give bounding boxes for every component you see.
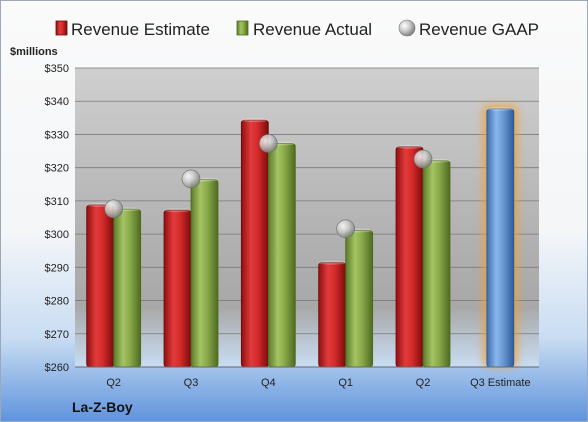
q3-estimate-bar	[486, 108, 515, 368]
revenue-estimate-bar-highlight	[396, 144, 423, 149]
revenue-actual-bar	[422, 160, 451, 368]
revenue-gaap-marker	[104, 199, 123, 219]
x-tick-label-q1: Q1	[338, 377, 353, 389]
q3-estimate-group	[486, 106, 515, 368]
y-axis-unit-label: $millions	[10, 46, 58, 58]
x-tick-label-q4: Q4	[261, 377, 276, 389]
revenue-actual-group	[267, 141, 296, 368]
revenue-gaap-marker	[413, 149, 433, 169]
revenue-gaap-marker	[181, 169, 201, 189]
revenue-estimate-bar-highlight	[164, 208, 191, 213]
revenue-estimate-group	[163, 208, 192, 368]
revenue-actual-group	[345, 228, 374, 368]
revenue-estimate-bar-highlight	[241, 118, 269, 123]
revenue-estimate-bar	[318, 262, 347, 368]
legend: Revenue Estimate Revenue Actual Revenue …	[55, 19, 539, 39]
y-tick-label: $270	[45, 329, 69, 341]
legend-item-revenue-estimate: Revenue Estimate	[55, 20, 210, 39]
revenue-estimate-group	[240, 118, 269, 368]
plot-area	[75, 68, 539, 367]
revenue-estimate-group	[318, 260, 347, 368]
revenue-estimate-bar	[395, 146, 424, 368]
revenue-gaap-marker	[259, 134, 278, 153]
revenue-estimate-bar-highlight	[318, 260, 346, 265]
revenue-actual-bar	[113, 208, 142, 368]
x-tick-label-q3-estimate: Q3 Estimate	[470, 377, 531, 389]
legend-swatch-revenue-gaap	[398, 19, 416, 37]
y-tick-label: $320	[45, 163, 69, 175]
x-tick-label-q2: Q2	[106, 377, 121, 389]
y-tick-label: $280	[45, 296, 69, 308]
legend-swatch-revenue-actual	[236, 20, 249, 36]
x-axis-ticks: Q2 Q3 Q4 Q1 Q2 Q3 Estimate	[106, 377, 530, 389]
y-tick-label: $340	[45, 96, 69, 108]
x-tick-label-q3: Q3	[184, 377, 199, 389]
revenue-actual-bar	[267, 143, 296, 368]
revenue-estimate-bar	[163, 209, 192, 368]
revenue-actual-group	[422, 158, 451, 368]
x-tick-label-q2: Q2	[416, 377, 431, 389]
y-tick-label: $350	[45, 63, 69, 75]
revenue-estimate-group	[86, 202, 115, 368]
y-tick-label: $300	[45, 229, 69, 241]
legend-swatch-revenue-estimate	[55, 20, 68, 36]
company-name: La-Z-Boy	[72, 399, 133, 415]
revenue-actual-bar	[345, 230, 374, 368]
gaap-markers	[104, 134, 433, 239]
revenue-gaap-marker	[336, 219, 355, 239]
revenue-actual-group	[113, 207, 142, 368]
revenue-actual-group	[190, 177, 219, 368]
revenue-actual-bar	[190, 179, 219, 368]
bars	[86, 104, 518, 368]
legend-item-revenue-gaap: Revenue GAAP	[398, 19, 539, 39]
y-axis-ticks: $260 $270 $280 $290 $300 $310 $320 $330 $340 $350	[45, 63, 69, 374]
legend-label-revenue-actual: Revenue Actual	[253, 20, 372, 39]
revenue-estimate-group	[395, 144, 424, 368]
y-tick-label: $260	[45, 362, 69, 374]
revenue-estimate-bar	[240, 119, 269, 368]
legend-label-revenue-gaap: Revenue GAAP	[419, 20, 539, 39]
legend-label-revenue-estimate: Revenue Estimate	[71, 20, 210, 39]
q3-estimate-bar-highlight	[486, 106, 514, 111]
y-tick-label: $330	[45, 129, 69, 141]
y-tick-label: $290	[45, 262, 69, 274]
revenue-estimate-bar	[86, 204, 115, 368]
y-tick-label: $310	[45, 196, 69, 208]
legend-item-revenue-actual: Revenue Actual	[236, 20, 372, 39]
